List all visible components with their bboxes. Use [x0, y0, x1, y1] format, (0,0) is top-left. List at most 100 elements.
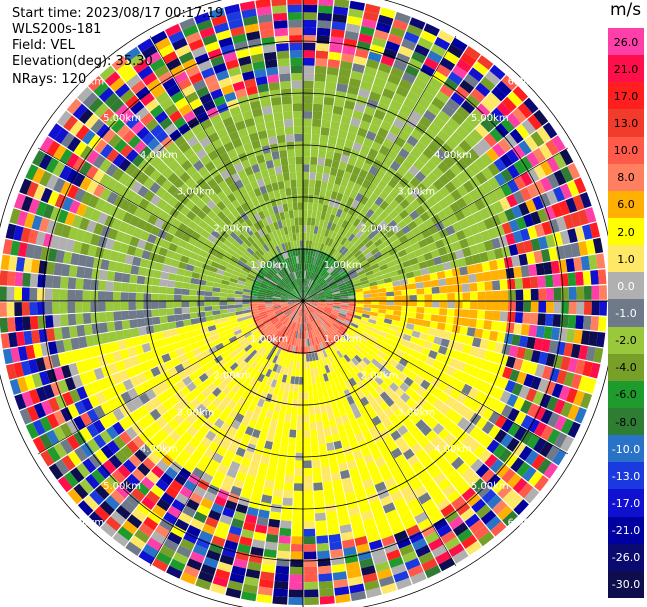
velocity-cell	[364, 3, 381, 15]
velocity-cell	[390, 66, 405, 79]
velocity-cell	[584, 207, 597, 224]
velocity-cell	[349, 583, 365, 594]
velocity-cell	[513, 323, 523, 335]
velocity-cell	[436, 129, 450, 143]
velocity-cell	[31, 329, 41, 344]
velocity-cell	[508, 494, 524, 510]
velocity-cell	[262, 400, 271, 410]
velocity-cell	[93, 434, 107, 449]
velocity-cell	[327, 329, 334, 337]
velocity-cell	[394, 436, 406, 448]
velocity-cell	[493, 158, 507, 172]
velocity-cell	[278, 282, 286, 288]
velocity-cell	[345, 428, 355, 439]
velocity-cell	[403, 419, 415, 431]
velocity-cell	[166, 294, 174, 301]
velocity-cell	[295, 298, 303, 301]
velocity-cell	[340, 178, 349, 188]
velocity-cell	[545, 353, 556, 367]
velocity-cell	[311, 321, 316, 330]
velocity-cell	[297, 202, 303, 210]
velocity-cell	[410, 571, 427, 585]
velocity-cell	[256, 154, 266, 164]
velocity-cell	[316, 291, 325, 296]
velocity-cell	[269, 353, 276, 362]
velocity-cell	[141, 132, 155, 146]
velocity-cell	[85, 165, 99, 180]
velocity-cell	[315, 344, 320, 353]
colorbar-segment	[608, 109, 644, 138]
velocity-cell	[525, 388, 538, 403]
velocity-cell	[298, 338, 301, 347]
velocity-cell	[326, 205, 334, 215]
velocity-cell	[501, 343, 512, 356]
velocity-cell	[186, 425, 198, 437]
velocity-cell	[258, 382, 266, 392]
velocity-cell	[475, 82, 491, 97]
velocity-cell	[361, 565, 376, 576]
velocity-cell	[351, 320, 360, 326]
velocity-cell	[289, 304, 297, 308]
velocity-cell	[373, 251, 382, 259]
velocity-cell	[309, 330, 313, 339]
velocity-cell	[508, 244, 519, 256]
velocity-cell	[192, 215, 203, 226]
velocity-cell	[399, 382, 410, 393]
velocity-cell	[265, 297, 273, 300]
velocity-cell	[421, 524, 436, 538]
velocity-cell	[244, 282, 253, 288]
velocity-cell	[124, 254, 134, 265]
velocity-cell	[296, 361, 300, 370]
velocity-cell	[304, 331, 307, 339]
velocity-cell	[394, 408, 405, 419]
velocity-cell	[93, 81, 109, 97]
velocity-cell	[481, 489, 497, 504]
velocity-cell	[161, 191, 173, 203]
velocity-cell	[85, 335, 95, 347]
velocity-cell	[280, 297, 288, 300]
velocity-cell	[244, 355, 253, 364]
velocity-cell	[47, 190, 60, 206]
velocity-cell	[314, 257, 320, 266]
velocity-cell	[267, 285, 276, 291]
velocity-cell	[299, 278, 302, 286]
velocity-cell	[400, 311, 409, 318]
velocity-cell	[105, 425, 119, 440]
velocity-cell	[552, 314, 561, 327]
velocity-cell	[410, 391, 422, 403]
velocity-cell	[364, 403, 374, 413]
velocity-cell	[481, 97, 496, 113]
velocity-cell	[159, 545, 176, 559]
velocity-cell	[204, 465, 217, 478]
velocity-cell	[37, 302, 45, 315]
velocity-cell	[293, 330, 297, 339]
velocity-cell	[287, 241, 292, 250]
velocity-cell	[456, 392, 468, 404]
velocity-cell	[226, 358, 236, 368]
velocity-cell	[469, 282, 478, 292]
velocity-cell	[568, 286, 577, 300]
velocity-cell	[321, 235, 328, 245]
velocity-cell	[249, 224, 258, 234]
velocity-cell	[316, 164, 324, 174]
velocity-cell	[423, 252, 433, 261]
velocity-cell	[67, 313, 77, 326]
velocity-cell	[206, 341, 215, 350]
velocity-cell	[129, 215, 141, 227]
velocity-cell	[212, 184, 223, 195]
velocity-cell	[486, 147, 500, 162]
velocity-cell	[115, 230, 126, 243]
velocity-cell	[380, 495, 393, 507]
velocity-cell	[60, 314, 69, 327]
velocity-cell	[289, 42, 302, 51]
velocity-cell	[512, 230, 523, 244]
velocity-cell	[295, 445, 303, 453]
velocity-cell	[466, 327, 476, 337]
velocity-cell	[335, 90, 347, 101]
velocity-cell	[193, 328, 202, 337]
velocity-cell	[308, 291, 316, 297]
velocity-cell	[303, 354, 307, 362]
velocity-cell	[105, 281, 114, 292]
velocity-cell	[359, 557, 374, 569]
velocity-cell	[333, 98, 345, 108]
